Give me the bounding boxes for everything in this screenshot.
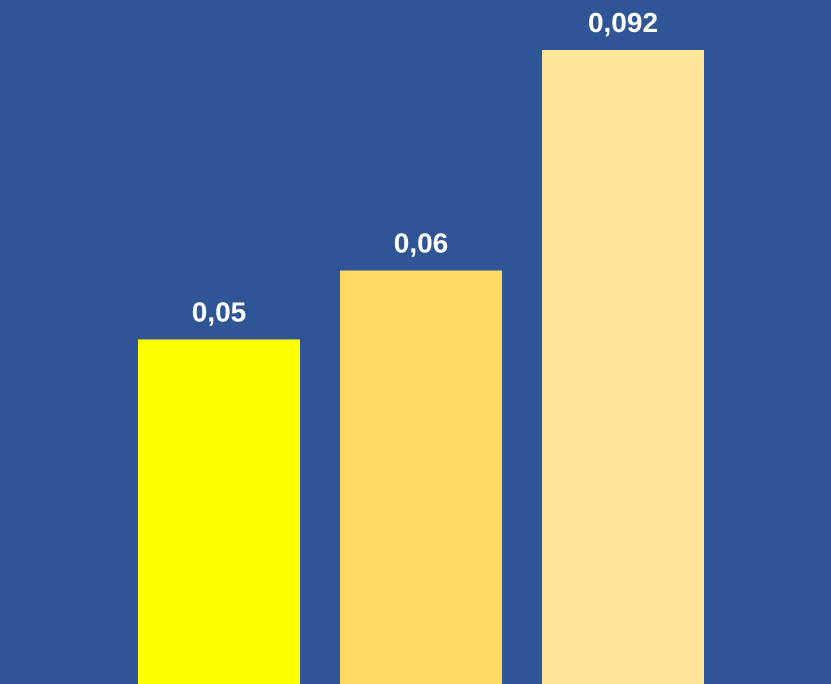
value-label: 0,05 <box>192 296 247 327</box>
bar <box>340 270 502 684</box>
value-label: 0,092 <box>588 7 658 38</box>
bar <box>138 339 300 684</box>
value-label: 0,06 <box>394 228 449 259</box>
bar <box>542 50 704 684</box>
